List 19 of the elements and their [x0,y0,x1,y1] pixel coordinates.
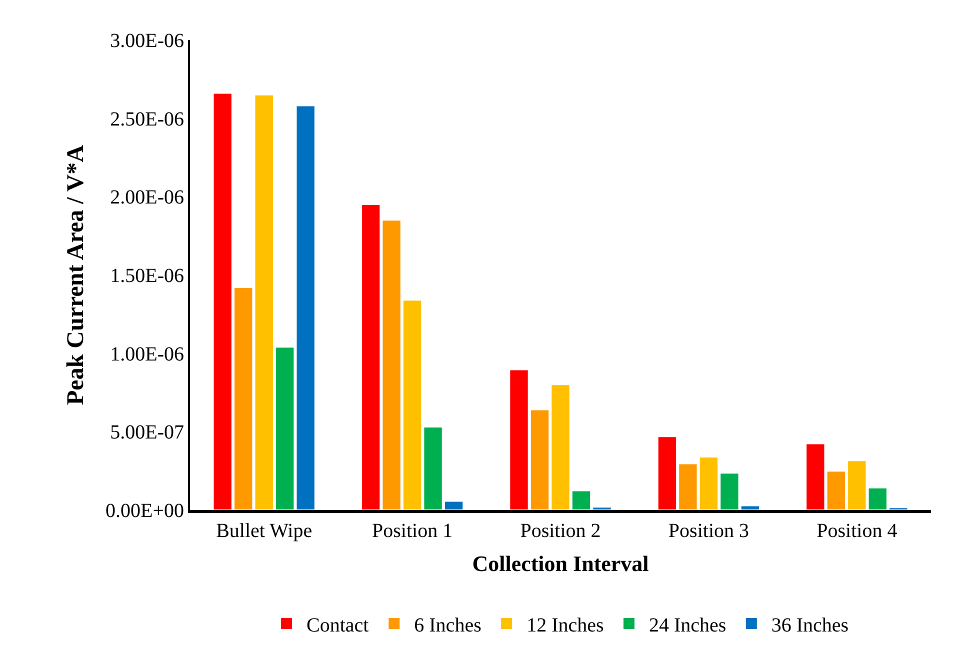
legend-label: 36 Inches [771,614,849,636]
y-tick-label: 1.00E-06 [110,343,184,366]
x-tick-label: Position 3 [668,520,749,542]
y-tick-label: 5.00E-07 [110,422,184,444]
y-tick-label: 0.00E+00 [106,500,184,522]
legend-label: 12 Inches [526,614,604,636]
x-tick-label: Position 1 [372,520,453,542]
legend-label: Contact [306,614,370,636]
x-axis-title: Collection Interval [472,550,649,576]
x-tick-label: Bullet Wipe [216,520,312,542]
legend-label: 24 Inches [648,614,726,636]
y-tick-label: 3.00E-06 [110,30,184,52]
legend-label: 6 Inches [414,614,482,636]
x-tick-label: Position 2 [520,520,601,542]
x-tick-label: Position 4 [816,520,898,542]
y-tick-label: 2.00E-06 [110,186,184,209]
y-axis-title: Peak Current Area / V*A [63,144,90,405]
y-tick-label: 1.50E-06 [110,265,184,287]
y-tick-label: 2.50E-06 [110,108,184,130]
